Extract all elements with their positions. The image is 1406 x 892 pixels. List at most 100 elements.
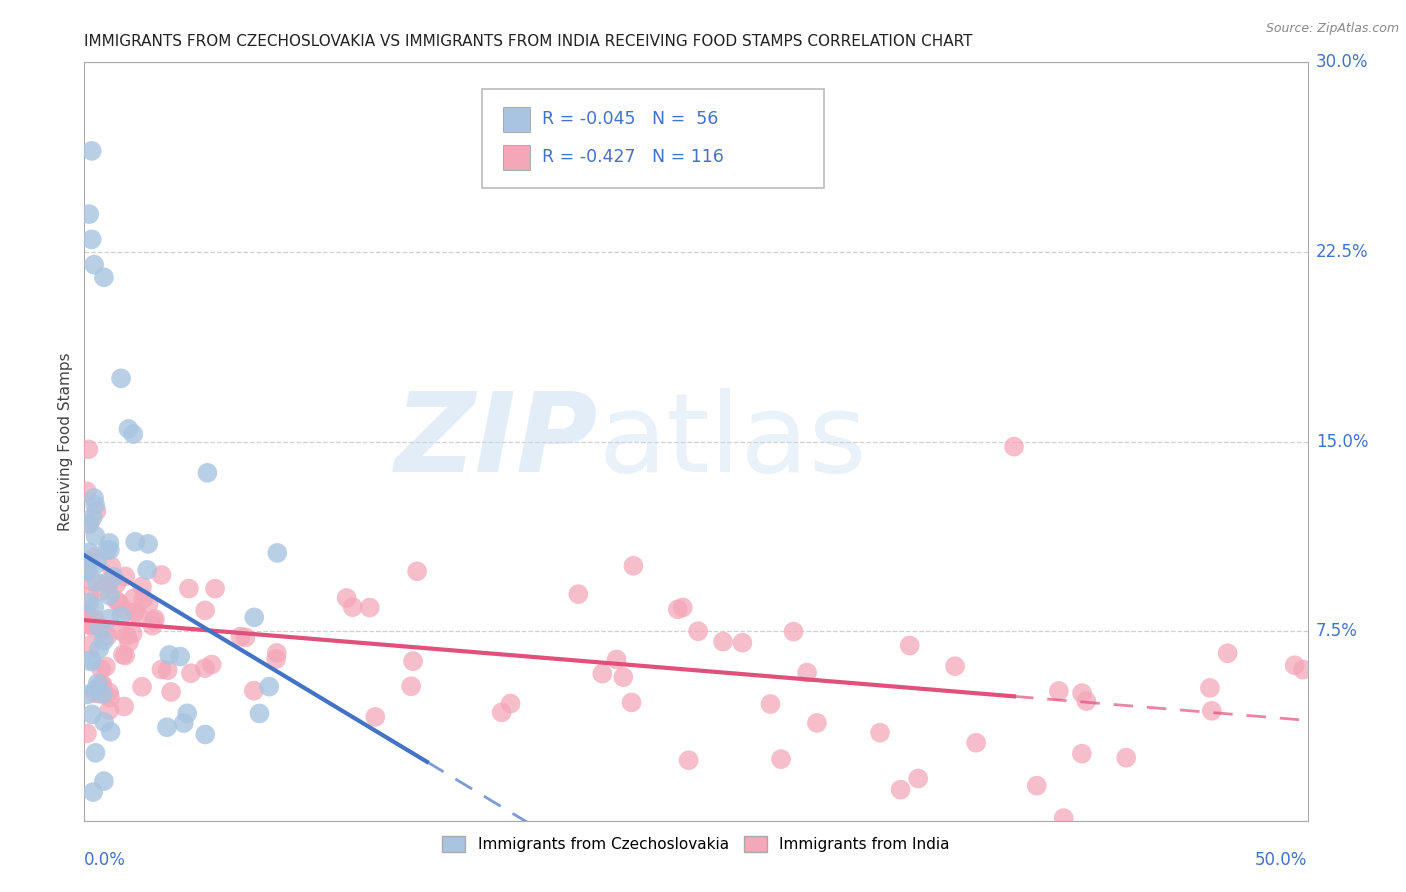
Point bbox=[399, 679, 422, 693]
Point bbox=[141, 618, 163, 632]
Point bbox=[98, 690, 121, 705]
Point bbox=[93, 270, 115, 285]
Text: atlas: atlas bbox=[598, 388, 866, 495]
Point bbox=[80, 707, 103, 722]
Point bbox=[110, 624, 132, 638]
Text: 7.5%: 7.5% bbox=[1316, 622, 1358, 640]
Point bbox=[103, 570, 125, 584]
Point bbox=[1070, 747, 1092, 761]
Point bbox=[173, 716, 195, 731]
Point bbox=[98, 543, 121, 558]
Point bbox=[160, 685, 183, 699]
Point bbox=[1292, 663, 1315, 677]
Point bbox=[132, 591, 155, 606]
Point bbox=[266, 546, 288, 560]
Point bbox=[100, 724, 122, 739]
Point bbox=[1115, 750, 1137, 764]
Text: 0.0%: 0.0% bbox=[84, 851, 127, 869]
Point bbox=[83, 600, 105, 615]
Point bbox=[114, 604, 136, 618]
Y-axis label: Receiving Food Stamps: Receiving Food Stamps bbox=[58, 352, 73, 531]
Point bbox=[82, 510, 104, 524]
Point bbox=[76, 565, 98, 579]
Point bbox=[76, 688, 98, 702]
Point bbox=[889, 782, 911, 797]
Point bbox=[93, 633, 115, 648]
Point bbox=[79, 517, 101, 532]
Point bbox=[86, 575, 108, 590]
Point bbox=[364, 710, 387, 724]
Point bbox=[114, 648, 136, 663]
Point bbox=[118, 635, 141, 649]
Point bbox=[201, 657, 224, 672]
Point bbox=[124, 605, 146, 619]
Point bbox=[98, 536, 121, 550]
Point bbox=[606, 652, 628, 666]
Point bbox=[84, 618, 107, 632]
Point bbox=[138, 598, 160, 612]
Point bbox=[150, 663, 173, 677]
Point bbox=[97, 629, 120, 643]
Point bbox=[672, 600, 695, 615]
Point bbox=[796, 665, 818, 680]
Point bbox=[907, 772, 929, 786]
Point bbox=[406, 564, 429, 578]
Point bbox=[150, 568, 173, 582]
Point bbox=[122, 427, 145, 442]
Point bbox=[87, 687, 110, 701]
Point bbox=[76, 553, 98, 567]
Point bbox=[499, 697, 522, 711]
Point bbox=[108, 596, 131, 610]
Point bbox=[84, 498, 107, 512]
Point bbox=[114, 569, 136, 583]
Point bbox=[666, 602, 689, 616]
Point bbox=[77, 595, 100, 609]
Point bbox=[136, 537, 159, 551]
FancyBboxPatch shape bbox=[503, 145, 530, 170]
Point bbox=[80, 144, 103, 158]
Point bbox=[77, 516, 100, 531]
Point bbox=[90, 583, 112, 598]
Point bbox=[869, 725, 891, 739]
Point bbox=[86, 557, 108, 571]
Point bbox=[100, 559, 122, 574]
Point bbox=[98, 612, 121, 626]
Point bbox=[83, 612, 105, 626]
Point bbox=[259, 680, 281, 694]
Text: 30.0%: 30.0% bbox=[1316, 54, 1368, 71]
Point bbox=[86, 504, 108, 518]
Point bbox=[83, 686, 105, 700]
Point bbox=[1047, 684, 1070, 698]
Point bbox=[97, 576, 120, 591]
Point bbox=[83, 258, 105, 272]
Point bbox=[96, 543, 118, 558]
Point bbox=[157, 648, 180, 662]
Point bbox=[80, 655, 103, 669]
Point bbox=[77, 207, 100, 221]
Point bbox=[83, 491, 105, 505]
Point bbox=[1025, 779, 1047, 793]
Point bbox=[98, 589, 121, 603]
Point bbox=[711, 634, 734, 648]
Point bbox=[204, 582, 226, 596]
Point bbox=[731, 636, 754, 650]
Point bbox=[80, 618, 103, 632]
FancyBboxPatch shape bbox=[482, 89, 824, 187]
Point bbox=[402, 654, 425, 668]
Point bbox=[180, 666, 202, 681]
Point bbox=[943, 659, 966, 673]
Point bbox=[620, 695, 643, 709]
Point bbox=[898, 639, 921, 653]
Text: Source: ZipAtlas.com: Source: ZipAtlas.com bbox=[1265, 22, 1399, 36]
Point bbox=[759, 697, 782, 711]
Point bbox=[93, 774, 115, 789]
Point bbox=[76, 484, 98, 499]
Point bbox=[124, 534, 146, 549]
Point bbox=[194, 727, 217, 741]
Point bbox=[89, 621, 111, 635]
Point bbox=[77, 615, 100, 630]
Point bbox=[80, 653, 103, 667]
Point bbox=[1076, 694, 1098, 708]
Point bbox=[491, 706, 513, 720]
Point bbox=[243, 610, 266, 624]
